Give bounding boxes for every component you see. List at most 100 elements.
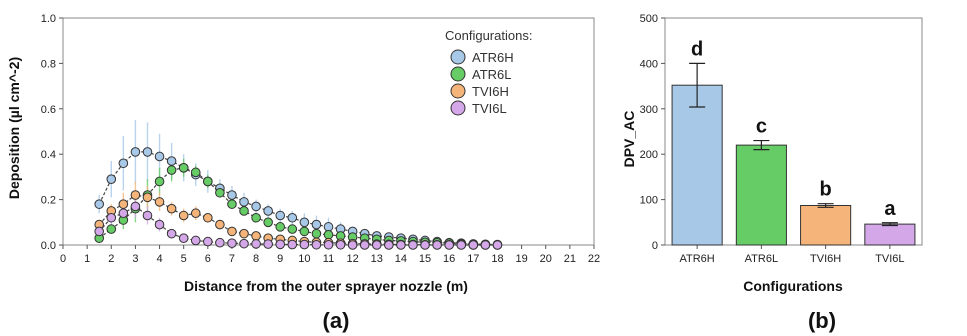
data-point (275, 222, 286, 232)
significance-letter: b (820, 179, 832, 201)
x-tick-label: 1 (84, 253, 90, 265)
y-tick-label: 200 (640, 149, 658, 161)
data-point (190, 208, 201, 219)
data-point (215, 219, 225, 230)
data-point (154, 197, 165, 207)
series-line (98, 167, 498, 246)
data-point (239, 228, 249, 239)
y-tick-label: 0 (652, 240, 658, 252)
x-tick-label: ATR6H (680, 253, 715, 265)
chart-a-ylabel: Deposition (µl cm^-2) (6, 57, 22, 199)
series-ATR6H (94, 147, 503, 250)
y-tick-label: 0.6 (41, 104, 56, 116)
data-point (142, 192, 153, 203)
bar-ATR6H (671, 84, 723, 246)
data-point (371, 240, 382, 250)
data-point (323, 229, 334, 240)
data-point (166, 203, 177, 214)
data-point (287, 224, 298, 234)
data-point (118, 199, 129, 209)
data-point (130, 147, 141, 157)
bar-TVI6H (800, 205, 852, 246)
data-point (154, 151, 165, 162)
x-tick-label: 16 (443, 253, 455, 265)
data-point (154, 176, 165, 187)
data-point (311, 219, 322, 230)
legend-entry: TVI6H (472, 84, 509, 99)
data-point (396, 240, 406, 250)
data-point (275, 239, 286, 250)
data-point (251, 212, 261, 223)
data-point (287, 239, 298, 250)
x-tick-label: 17 (467, 253, 479, 265)
data-point (178, 163, 189, 173)
chart-b-ylabel: DPV_AC (621, 111, 637, 168)
data-point (190, 167, 201, 178)
chart-a-frame (62, 17, 595, 246)
data-point (347, 240, 358, 250)
legend-marker (450, 49, 466, 65)
significance-letter: c (756, 116, 767, 138)
y-tick-label: 400 (640, 58, 658, 70)
x-tick-label: 14 (395, 253, 407, 265)
data-point (154, 219, 165, 230)
chart-a-panel-label: (a) (323, 308, 350, 333)
data-point (456, 240, 467, 250)
data-point (203, 236, 213, 247)
data-point (444, 240, 454, 250)
data-point (299, 226, 310, 237)
x-tick-label: 15 (419, 253, 431, 265)
y-tick-label: 0.4 (41, 149, 56, 161)
y-tick-label: 0.2 (41, 195, 56, 207)
data-point (178, 233, 189, 243)
chart-a-series (94, 120, 503, 250)
chart-b-bars: d c b a (671, 38, 916, 246)
data-point (384, 240, 394, 250)
x-tick-label: 19 (515, 253, 527, 265)
data-point (468, 240, 479, 250)
y-tick-label: 0.0 (41, 240, 56, 252)
data-point (239, 238, 249, 249)
x-tick-label: TVI6H (810, 253, 841, 265)
data-point (251, 231, 261, 241)
legend-entry: TVI6L (472, 101, 507, 116)
data-point (94, 199, 105, 209)
legend-marker (450, 100, 466, 116)
significance-letter: a (884, 198, 896, 220)
legend-marker (450, 83, 466, 99)
data-point (142, 147, 153, 157)
x-tick-label: 10 (298, 253, 310, 265)
data-point (239, 197, 249, 207)
x-tick-label: 9 (277, 253, 283, 265)
chart-a-xlabel: Distance from the outer sprayer nozzle (… (184, 278, 468, 294)
data-point (166, 165, 177, 175)
y-tick-label: 1.0 (41, 13, 56, 25)
chart-b-frame (664, 17, 923, 246)
data-point (94, 226, 105, 237)
data-point (311, 239, 322, 250)
data-point (480, 240, 491, 250)
x-tick-label: 20 (540, 253, 552, 265)
data-point (106, 212, 117, 223)
x-tick-label: 2 (108, 253, 114, 265)
data-point (215, 187, 225, 198)
chart-a-legend: Configurations: ATR6H ATR6L TVI6H TVI6L (445, 28, 532, 116)
data-point (420, 240, 430, 250)
data-point (263, 239, 273, 249)
chart-b: 0 100 200 300 400 500 ATR6H ATR6L TVI6H TVI6L d c b… (621, 13, 923, 333)
y-tick-label: 500 (640, 13, 658, 25)
legend-entry: ATR6L (472, 67, 512, 82)
legend-title: Configurations: (445, 28, 532, 43)
chart-a-axes: 0.00.20.40.60.81.00 1 2 3 4 5 6 7 8 9 10 11 12 13 14 15… (41, 13, 600, 265)
series-line (98, 151, 498, 246)
data-point (190, 235, 201, 246)
data-point (299, 239, 310, 250)
x-tick-label: 11 (323, 253, 334, 265)
significance-letter: d (691, 38, 703, 60)
x-tick-label: TVI6L (875, 253, 904, 265)
data-point (227, 226, 237, 237)
series-errorbars-TVI6L (98, 195, 306, 245)
data-point (311, 228, 322, 239)
bar-TVI6L (864, 223, 916, 246)
